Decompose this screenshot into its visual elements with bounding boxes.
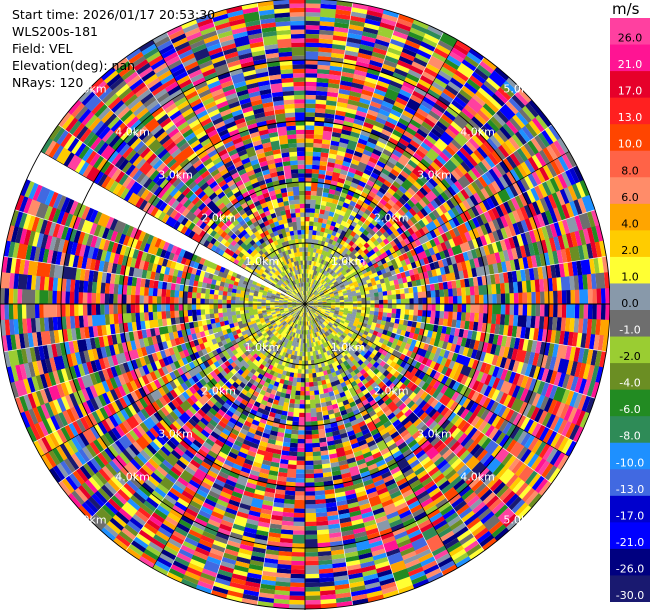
field-label: Field: VEL xyxy=(12,41,73,56)
colorbar-swatch xyxy=(610,71,650,99)
colorbar-swatch xyxy=(610,495,650,523)
colorbar-tick-label: 21.0 xyxy=(618,58,643,71)
colorbar-swatch xyxy=(610,177,650,205)
azimuth-spoke xyxy=(304,39,458,305)
azimuth-spoke xyxy=(40,151,306,305)
nrays-label: NRays: 120 xyxy=(12,75,84,90)
colorbar-tick-label: -30.0 xyxy=(616,589,644,602)
colorbar-tick-label: -21.0 xyxy=(616,536,644,549)
colorbar-tick-label: 0.0 xyxy=(621,297,639,310)
range-ring-label: 5.0km xyxy=(72,82,107,95)
colorbar-swatch xyxy=(610,203,650,231)
colorbar-tick-label: 26.0 xyxy=(618,32,643,45)
azimuth-spoke xyxy=(152,39,306,305)
start-time-label: Start time: 2026/01/17 20:53:30 xyxy=(12,7,216,22)
range-ring-label: 1.0km xyxy=(331,255,366,268)
azimuth-spoke xyxy=(304,303,570,457)
range-ring-label: 4.0km xyxy=(460,471,495,484)
device-label: WLS200s-181 xyxy=(12,24,98,39)
colorbar-tick-label: 17.0 xyxy=(618,85,643,98)
range-ring-label: 1.0km xyxy=(331,341,366,354)
range-ring-label: 2.0km xyxy=(201,384,236,397)
colorbar-tick-label: 8.0 xyxy=(621,164,639,177)
range-ring-label: 3.0km xyxy=(158,169,193,182)
elevation-label: Elevation(deg): nan xyxy=(12,58,136,73)
colorbar-swatch xyxy=(610,469,650,497)
range-ring-label: 4.0km xyxy=(115,126,150,139)
colorbar-tick-label: -2.0 xyxy=(619,350,640,363)
colorbar-swatch xyxy=(610,522,650,550)
colorbar-tick-label: -1.0 xyxy=(619,324,640,337)
colorbar-swatch xyxy=(610,18,650,46)
range-ring-label: 1.0km xyxy=(245,341,280,354)
colorbar-swatch xyxy=(610,256,650,284)
colorbar-swatch xyxy=(610,389,650,417)
colorbar-swatch xyxy=(610,442,650,470)
range-ring-label: 5.0km xyxy=(72,514,107,527)
colorbar-tick-label: -17.0 xyxy=(616,509,644,522)
colorbar-tick-label: 1.0 xyxy=(621,271,639,284)
colorbar-tick-label: -10.0 xyxy=(616,456,644,469)
colorbar-unit: m/s xyxy=(612,0,640,18)
colorbar-swatch xyxy=(610,310,650,338)
colorbar-swatch xyxy=(610,336,650,364)
ppi-plot: 1.0km 1.0km 1.0km 1.0km 2.0km 2.0km 2.0km 2.0km… xyxy=(0,0,610,610)
colorbar: 26.0 21.0 17.0 13.0 10.0 8.0 6.0 4.0 2.0 1.0 0.0 -1… xyxy=(610,18,650,602)
colorbar-tick-label: 10.0 xyxy=(618,138,643,151)
colorbar-swatch xyxy=(610,548,650,576)
range-ring-label: 5.0km xyxy=(503,514,538,527)
colorbar-tick-label: -4.0 xyxy=(619,377,640,390)
colorbar-swatch xyxy=(610,416,650,444)
colorbar-tick-label: -8.0 xyxy=(619,430,640,443)
colorbar-tick-label: 13.0 xyxy=(618,111,643,124)
ray-separators xyxy=(0,0,610,609)
range-ring-label: 2.0km xyxy=(374,212,409,225)
range-ring-label: 4.0km xyxy=(460,126,495,139)
range-ring-label: 3.0km xyxy=(158,427,193,440)
range-ring-label: 3.0km xyxy=(417,169,452,182)
colorbar-swatch xyxy=(610,150,650,178)
colorbar-swatch xyxy=(610,124,650,152)
colorbar-tick-label: -26.0 xyxy=(616,563,644,576)
range-ring-label: 3.0km xyxy=(417,427,452,440)
azimuth-spoke xyxy=(40,303,306,457)
range-ring-label: 2.0km xyxy=(201,212,236,225)
scan-info: Start time: 2026/01/17 20:53:30 WLS200s-… xyxy=(12,6,215,91)
colorbar-swatch xyxy=(610,230,650,258)
colorbar-swatch xyxy=(610,97,650,125)
colorbar-swatch xyxy=(610,283,650,311)
colorbar-tick-label: -13.0 xyxy=(616,483,644,496)
colorbar-swatch xyxy=(610,44,650,72)
colorbar-tick-label: -6.0 xyxy=(619,403,640,416)
colorbar-tick-label: 2.0 xyxy=(621,244,639,257)
colorbar-swatch xyxy=(610,363,650,391)
ppi-gates xyxy=(0,0,610,609)
range-ring-label: 1.0km xyxy=(245,255,280,268)
azimuth-spoke xyxy=(304,303,458,569)
colorbar-tick-label: 4.0 xyxy=(621,217,639,230)
range-ring-label: 2.0km xyxy=(374,384,409,397)
range-ring-label: 4.0km xyxy=(115,471,150,484)
azimuth-spoke xyxy=(304,151,570,305)
range-ring-label: 5.0km xyxy=(503,82,538,95)
colorbar-swatch xyxy=(610,575,650,602)
colorbar-tick-label: 6.0 xyxy=(621,191,639,204)
azimuth-spoke xyxy=(152,303,306,569)
